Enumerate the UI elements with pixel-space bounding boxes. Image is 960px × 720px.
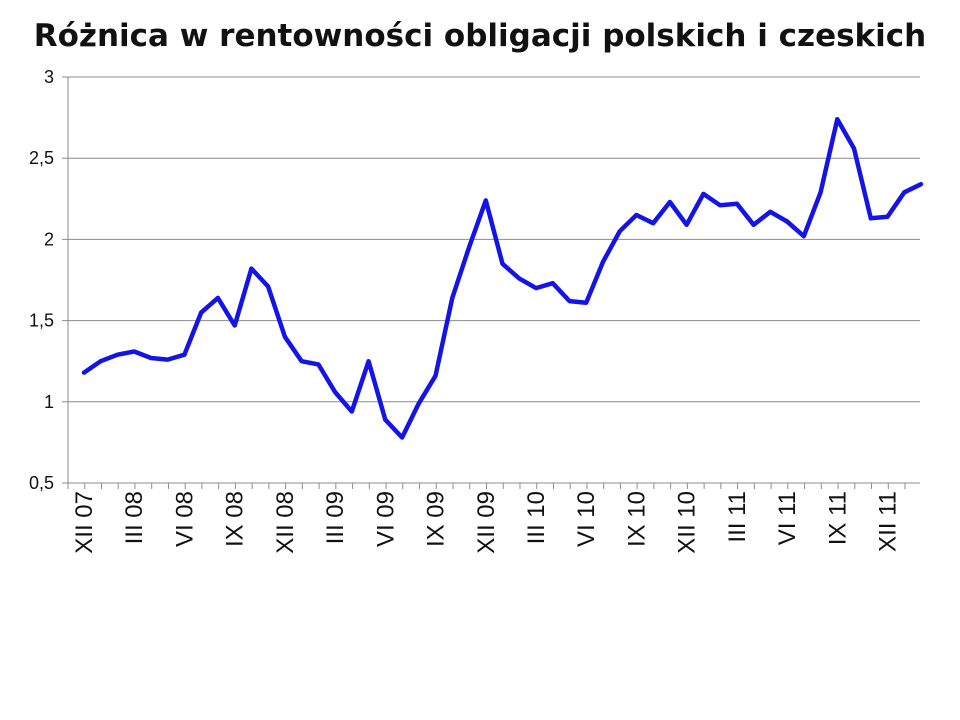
data-point — [886, 215, 890, 219]
data-point — [835, 117, 839, 121]
data-point — [182, 353, 186, 357]
data-point — [551, 281, 555, 285]
data-point — [501, 262, 505, 266]
data-point — [517, 276, 521, 280]
x-tick-label: XII 08 — [272, 491, 299, 554]
x-tick-label: IX 09 — [423, 491, 450, 547]
x-tick-label: IX 10 — [623, 491, 650, 547]
data-point — [634, 213, 638, 217]
data-point — [450, 296, 454, 300]
y-tick-label: 0,5 — [29, 473, 54, 493]
data-point — [467, 246, 471, 250]
data-point — [417, 401, 421, 405]
x-tick-label: XII 09 — [473, 491, 500, 554]
x-tick-label: IX 08 — [222, 491, 249, 547]
y-tick-label: 2,5 — [29, 148, 54, 168]
data-point — [484, 198, 488, 202]
data-point — [233, 323, 237, 327]
data-point — [132, 349, 136, 353]
data-point — [434, 374, 438, 378]
data-point — [400, 436, 404, 440]
series-line — [81, 116, 924, 440]
x-tick-label: VI 08 — [171, 491, 198, 547]
data-point — [283, 335, 287, 339]
data-point — [383, 418, 387, 422]
data-point — [534, 286, 538, 290]
data-point — [82, 371, 86, 375]
chart-title: Różnica w rentowności obligacji polskich… — [33, 18, 927, 54]
data-point — [99, 359, 103, 363]
data-point — [333, 390, 337, 394]
y-tick-label: 2 — [44, 229, 54, 249]
data-point — [685, 223, 689, 227]
data-point — [216, 296, 220, 300]
x-tick-label: XII 07 — [71, 491, 98, 554]
data-point — [115, 353, 119, 357]
data-point — [902, 190, 906, 194]
data-point — [701, 192, 705, 196]
x-tick-label: IX 11 — [824, 491, 851, 545]
data-point — [768, 210, 772, 214]
data-point — [735, 202, 739, 206]
data-point — [584, 301, 588, 305]
data-point — [367, 359, 371, 363]
x-tick-label: III 08 — [121, 491, 148, 544]
data-point — [567, 299, 571, 303]
data-point — [668, 200, 672, 204]
data-point — [618, 229, 622, 233]
data-point — [166, 358, 170, 362]
data-point — [752, 223, 756, 227]
data-point — [819, 190, 823, 194]
data-point — [300, 359, 304, 363]
x-tick-label: VI 10 — [573, 491, 600, 547]
y-tick-label: 3 — [44, 67, 54, 87]
data-point — [149, 356, 153, 360]
data-point — [869, 216, 873, 220]
data-point — [601, 260, 605, 264]
data-point — [249, 267, 253, 271]
x-tick-label: VI 11 — [774, 491, 801, 545]
data-point — [199, 310, 203, 314]
x-tick-label: III 11 — [724, 491, 751, 543]
data-point — [718, 203, 722, 207]
x-tick-label: III 09 — [322, 491, 349, 544]
data-point — [785, 220, 789, 224]
data-point — [266, 284, 270, 288]
data-point — [350, 410, 354, 414]
data-point — [802, 234, 806, 238]
y-tick-label: 1 — [44, 392, 54, 412]
data-point — [919, 182, 923, 186]
x-tick-label: III 10 — [523, 491, 550, 544]
y-tick-label: 1,5 — [29, 311, 54, 331]
data-point — [651, 221, 655, 225]
x-tick-label: XII 11 — [875, 491, 902, 552]
x-tick-label: VI 09 — [372, 491, 399, 547]
x-tick-label: XII 10 — [674, 491, 701, 554]
data-point — [852, 146, 856, 150]
data-point — [316, 362, 320, 366]
